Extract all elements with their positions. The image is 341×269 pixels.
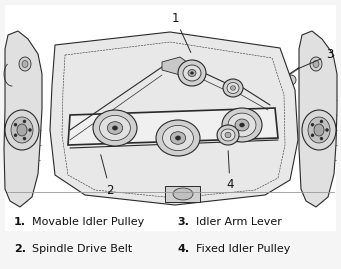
Ellipse shape <box>188 69 196 76</box>
Ellipse shape <box>5 110 39 150</box>
Text: 2.: 2. <box>14 244 26 254</box>
Ellipse shape <box>100 115 130 141</box>
Ellipse shape <box>14 134 17 137</box>
Ellipse shape <box>217 125 239 145</box>
Ellipse shape <box>310 57 322 71</box>
Bar <box>5 5 336 231</box>
Ellipse shape <box>308 117 330 143</box>
Ellipse shape <box>286 75 296 85</box>
Ellipse shape <box>240 123 244 127</box>
Ellipse shape <box>170 132 186 144</box>
Ellipse shape <box>314 124 324 136</box>
Ellipse shape <box>191 72 193 74</box>
Ellipse shape <box>302 110 336 150</box>
Ellipse shape <box>313 61 319 68</box>
Ellipse shape <box>231 86 236 90</box>
Ellipse shape <box>311 134 314 137</box>
Text: 4: 4 <box>226 151 234 192</box>
Ellipse shape <box>223 79 243 97</box>
Ellipse shape <box>93 110 137 146</box>
Ellipse shape <box>225 132 231 138</box>
Ellipse shape <box>222 108 262 142</box>
Polygon shape <box>299 31 337 207</box>
Bar <box>165 186 200 202</box>
Text: Movable Idler Pulley: Movable Idler Pulley <box>32 217 145 227</box>
Ellipse shape <box>23 137 26 140</box>
Ellipse shape <box>23 120 26 123</box>
Polygon shape <box>162 57 187 75</box>
Ellipse shape <box>14 123 17 126</box>
Ellipse shape <box>326 129 328 132</box>
Ellipse shape <box>311 123 314 126</box>
Ellipse shape <box>228 113 256 137</box>
Ellipse shape <box>156 120 200 156</box>
Text: 3: 3 <box>298 48 334 69</box>
Ellipse shape <box>320 137 323 140</box>
Text: 1: 1 <box>171 12 191 52</box>
Text: 3.: 3. <box>177 217 189 227</box>
Ellipse shape <box>320 120 323 123</box>
Ellipse shape <box>19 57 31 71</box>
Ellipse shape <box>29 129 31 132</box>
Ellipse shape <box>11 117 33 143</box>
Text: 4.: 4. <box>177 244 190 254</box>
Ellipse shape <box>22 61 28 68</box>
Ellipse shape <box>227 83 239 94</box>
Ellipse shape <box>107 122 123 134</box>
Ellipse shape <box>17 124 27 136</box>
Text: Fixed Idler Pulley: Fixed Idler Pulley <box>196 244 291 254</box>
Polygon shape <box>50 32 298 205</box>
Ellipse shape <box>175 136 181 140</box>
Polygon shape <box>4 31 42 207</box>
Ellipse shape <box>113 126 118 130</box>
Text: 1.: 1. <box>14 217 26 227</box>
Text: 2: 2 <box>101 155 114 196</box>
Ellipse shape <box>221 129 235 141</box>
Text: Spindle Drive Belt: Spindle Drive Belt <box>32 244 133 254</box>
Polygon shape <box>68 108 278 145</box>
Ellipse shape <box>183 65 201 81</box>
Text: Idler Arm Lever: Idler Arm Lever <box>196 217 282 227</box>
Ellipse shape <box>163 125 193 151</box>
Ellipse shape <box>235 119 249 131</box>
Ellipse shape <box>173 188 193 200</box>
Ellipse shape <box>178 60 206 86</box>
